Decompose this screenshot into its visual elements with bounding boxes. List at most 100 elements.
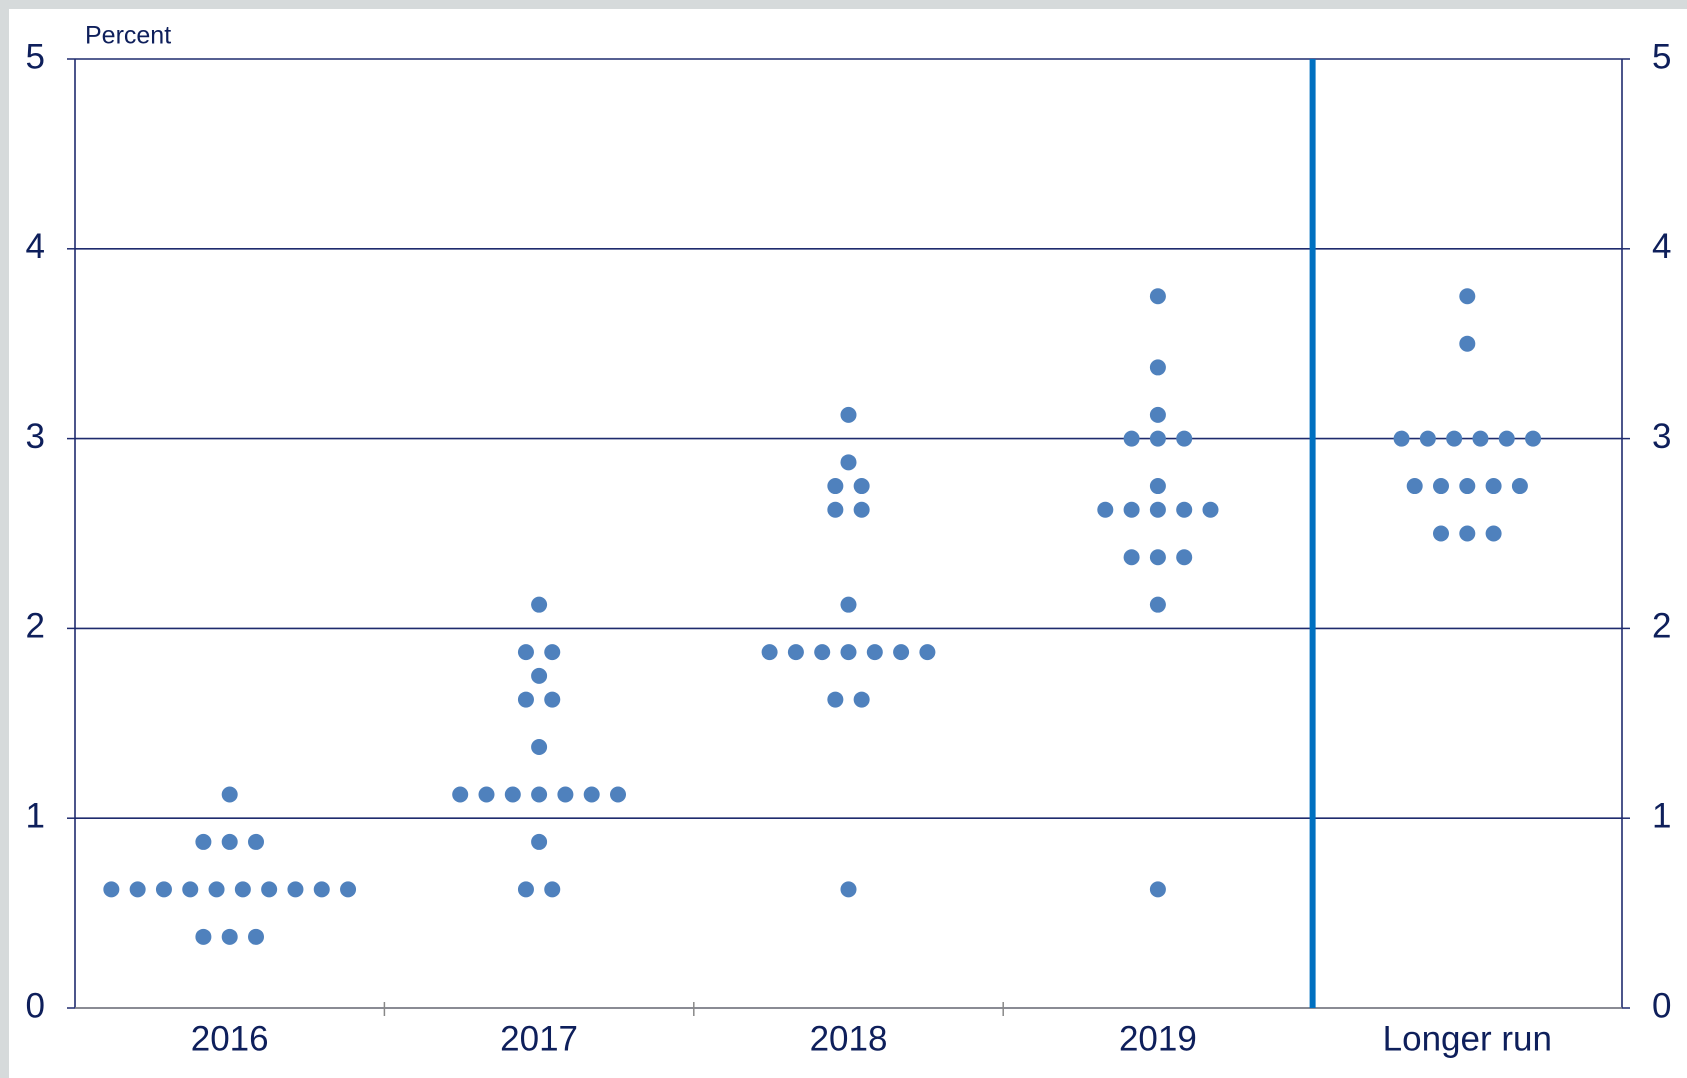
dot [893,644,910,661]
dot [261,881,278,898]
dot [531,667,548,684]
dot [840,596,857,613]
dot [840,881,857,898]
dot [208,881,225,898]
dot [1149,881,1166,898]
dot [221,928,238,945]
dot [1097,501,1114,518]
dot [129,881,146,898]
dot [1406,478,1423,495]
y2-tick-label: 2 [1652,607,1671,646]
dot [1149,359,1166,376]
dot [531,596,548,613]
dot [840,644,857,661]
dot [1459,288,1476,305]
dot [517,644,534,661]
dot [840,454,857,471]
dot [1498,430,1515,447]
dot [1149,406,1166,423]
dot [1176,501,1193,518]
dot [827,501,844,518]
dot [221,833,238,850]
dot [853,691,870,708]
dot [221,786,238,803]
dot [761,644,778,661]
dot [919,644,936,661]
dot [517,691,534,708]
y-tick-label: 1 [26,796,45,835]
dot [1149,430,1166,447]
dot [287,881,304,898]
y2-tick-label: 1 [1652,796,1671,835]
dot [610,786,626,803]
dot [195,928,212,945]
dot [853,478,870,495]
dot [248,833,264,850]
dot [1485,525,1502,542]
dot [1176,430,1193,447]
dot [103,881,120,898]
dot [787,644,804,661]
dot [1202,501,1219,518]
y-tick-label: 2 [26,607,45,646]
y2-tick-label: 4 [1652,227,1671,266]
dot [1149,549,1166,566]
dot [531,739,548,756]
dot [452,786,469,803]
dot [1149,596,1166,613]
dot [531,833,548,850]
dot [1459,478,1476,495]
dot [1525,430,1542,447]
dot [1459,335,1476,352]
dot [1149,478,1166,495]
chart: Percent 0 1 2 3 4 5 0 1 2 3 4 5 2016 2017 2018 2019 Long… [26,22,1672,1059]
x-tick-label: Longer run [1383,1019,1552,1058]
y-tick-label: 4 [26,227,45,266]
dot [504,786,521,803]
dot [1123,549,1140,566]
dot [1176,549,1193,566]
dot [1433,525,1449,542]
y2-tick-label: 0 [1652,986,1671,1025]
dot [853,501,870,518]
dot [182,881,199,898]
dot [1149,501,1166,518]
dot [531,786,548,803]
y-axis-unit: Percent [85,22,171,50]
dot [557,786,574,803]
chart-panel: Percent 0 1 2 3 4 5 0 1 2 3 4 5 2016 2017 2018 2019 Long… [9,9,1687,1078]
dot [866,644,883,661]
dot [1472,430,1489,447]
dot [1123,430,1140,447]
y-tick-label: 3 [26,417,45,456]
x-tick-label: 2017 [500,1019,578,1058]
dot [478,786,495,803]
dot [1433,478,1449,495]
dot [1419,430,1436,447]
dot [195,833,212,850]
y-tick-label: 5 [26,37,45,76]
dot [1149,288,1166,305]
dot [544,691,561,708]
y2-tick-label: 3 [1652,417,1671,456]
dot [814,644,831,661]
dot [234,881,251,898]
dot [827,691,844,708]
dot [1446,430,1463,447]
x-tick-label: 2019 [1119,1019,1197,1058]
dot [340,881,357,898]
dot [840,406,857,423]
dot [1393,430,1410,447]
y-tick-label: 0 [26,986,45,1025]
y2-tick-label: 5 [1652,37,1671,76]
dot [1459,525,1476,542]
x-tick-label: 2018 [810,1019,888,1058]
dot [248,928,264,945]
dot [544,644,561,661]
dot [517,881,534,898]
dot [1511,478,1528,495]
dot [583,786,600,803]
dot [1485,478,1502,495]
dot [1123,501,1140,518]
